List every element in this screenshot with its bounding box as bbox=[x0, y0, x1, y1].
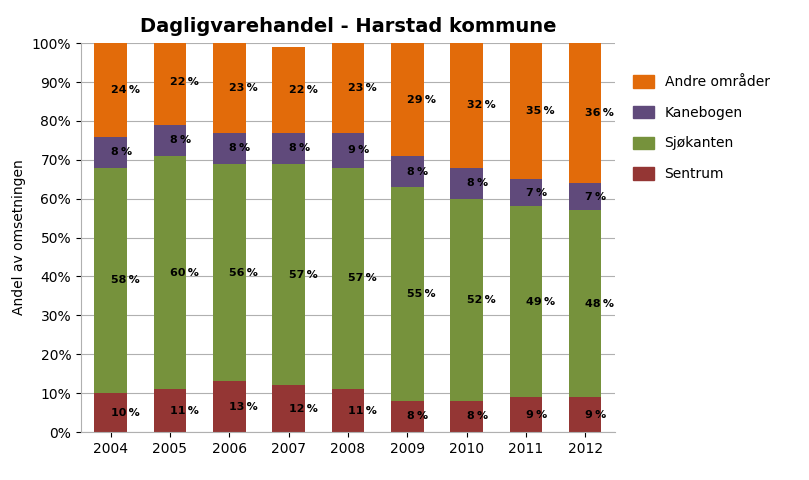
Text: 23 %: 23 % bbox=[348, 83, 377, 93]
Bar bbox=[391, 401, 423, 432]
Bar bbox=[569, 43, 602, 183]
Text: 9 %: 9 % bbox=[348, 145, 369, 155]
Bar bbox=[213, 43, 246, 132]
Text: 57 %: 57 % bbox=[289, 270, 317, 279]
Bar bbox=[154, 125, 186, 156]
Bar bbox=[332, 389, 364, 432]
Bar bbox=[332, 43, 364, 132]
Text: 8 %: 8 % bbox=[229, 143, 250, 153]
Bar bbox=[391, 187, 423, 401]
Text: 9 %: 9 % bbox=[585, 409, 607, 420]
Text: 24 %: 24 % bbox=[111, 85, 140, 95]
Bar bbox=[94, 168, 127, 393]
Bar bbox=[450, 401, 483, 432]
Bar bbox=[213, 164, 246, 382]
Bar bbox=[272, 47, 305, 132]
Bar bbox=[154, 389, 186, 432]
Text: 55 %: 55 % bbox=[407, 289, 436, 299]
Text: 8 %: 8 % bbox=[111, 147, 132, 157]
Bar bbox=[391, 43, 423, 156]
Bar bbox=[94, 136, 127, 168]
Text: 8 %: 8 % bbox=[407, 167, 428, 177]
Bar bbox=[450, 168, 483, 199]
Legend: Andre områder, Kanebogen, Sjøkanten, Sentrum: Andre områder, Kanebogen, Sjøkanten, Sen… bbox=[627, 70, 775, 187]
Bar bbox=[510, 180, 542, 206]
Text: 7 %: 7 % bbox=[526, 188, 547, 198]
Bar bbox=[154, 156, 186, 389]
Bar bbox=[510, 397, 542, 432]
Text: 7 %: 7 % bbox=[585, 192, 606, 202]
Bar bbox=[154, 39, 186, 125]
Text: 11 %: 11 % bbox=[170, 406, 199, 416]
Bar bbox=[94, 43, 127, 136]
Y-axis label: Andel av omsetningen: Andel av omsetningen bbox=[12, 160, 26, 315]
Text: 29 %: 29 % bbox=[407, 95, 436, 105]
Bar bbox=[510, 43, 542, 180]
Text: 13 %: 13 % bbox=[229, 402, 258, 412]
Text: 48 %: 48 % bbox=[585, 299, 614, 309]
Bar bbox=[391, 156, 423, 187]
Text: 8 %: 8 % bbox=[289, 143, 310, 153]
Text: 23 %: 23 % bbox=[229, 83, 258, 93]
Text: 58 %: 58 % bbox=[111, 276, 139, 286]
Title: Dagligvarehandel - Harstad kommune: Dagligvarehandel - Harstad kommune bbox=[140, 17, 556, 36]
Text: 8 %: 8 % bbox=[407, 411, 428, 421]
Text: 9 %: 9 % bbox=[526, 409, 547, 420]
Text: 8 %: 8 % bbox=[170, 135, 191, 145]
Bar bbox=[272, 385, 305, 432]
Bar bbox=[332, 168, 364, 389]
Text: 10 %: 10 % bbox=[111, 408, 139, 418]
Bar bbox=[272, 132, 305, 164]
Text: 32 %: 32 % bbox=[467, 100, 495, 110]
Bar bbox=[272, 164, 305, 385]
Text: 60 %: 60 % bbox=[170, 267, 199, 277]
Text: 22 %: 22 % bbox=[170, 77, 199, 87]
Text: 8 %: 8 % bbox=[467, 411, 488, 421]
Bar bbox=[213, 132, 246, 164]
Text: 8 %: 8 % bbox=[467, 178, 488, 188]
Text: 35 %: 35 % bbox=[526, 106, 554, 116]
Text: 57 %: 57 % bbox=[348, 274, 377, 283]
Bar bbox=[332, 132, 364, 168]
Bar bbox=[569, 183, 602, 210]
Bar bbox=[510, 206, 542, 397]
Text: 49 %: 49 % bbox=[526, 297, 555, 307]
Bar bbox=[569, 210, 602, 397]
Bar bbox=[450, 199, 483, 401]
Bar bbox=[213, 382, 246, 432]
Text: 52 %: 52 % bbox=[467, 295, 495, 305]
Text: 11 %: 11 % bbox=[348, 406, 377, 416]
Bar bbox=[94, 393, 127, 432]
Bar bbox=[450, 43, 483, 168]
Text: 22 %: 22 % bbox=[289, 85, 317, 95]
Bar bbox=[569, 397, 602, 432]
Text: 12 %: 12 % bbox=[289, 404, 317, 414]
Text: 56 %: 56 % bbox=[229, 267, 258, 277]
Text: 36 %: 36 % bbox=[585, 108, 614, 118]
